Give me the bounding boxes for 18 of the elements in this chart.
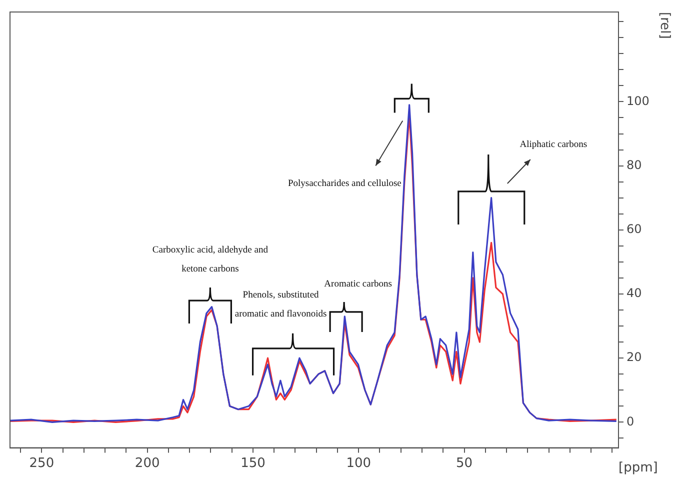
annotation: Aliphatic carbons [520,140,588,150]
x-axis-title: [ppm] [618,460,658,476]
x-tick-label: 100 [346,456,372,471]
y-axis-title: [rel] [656,12,672,39]
x-tick-label: 50 [456,456,473,471]
x-tick-label: 250 [29,456,54,471]
y-tick-label: 40 [626,286,642,300]
annotation: Aromatic carbons [324,279,392,290]
y-tick-label: 20 [626,350,642,364]
y-tick-label: 100 [626,94,650,108]
annotation: Phenols, substituted aromatic and flavonoids [234,290,327,320]
y-tick-label: 0 [626,414,634,428]
y-tick-label: 60 [626,222,642,236]
x-tick-label: 150 [240,456,266,471]
y-tick-label: 80 [626,158,642,172]
x-tick-label: 200 [134,456,160,471]
annotation: Carboxylic acid, aldehyde and ketone carbons [152,246,268,275]
annotation: Polysaccharides and cellulose [288,179,402,190]
